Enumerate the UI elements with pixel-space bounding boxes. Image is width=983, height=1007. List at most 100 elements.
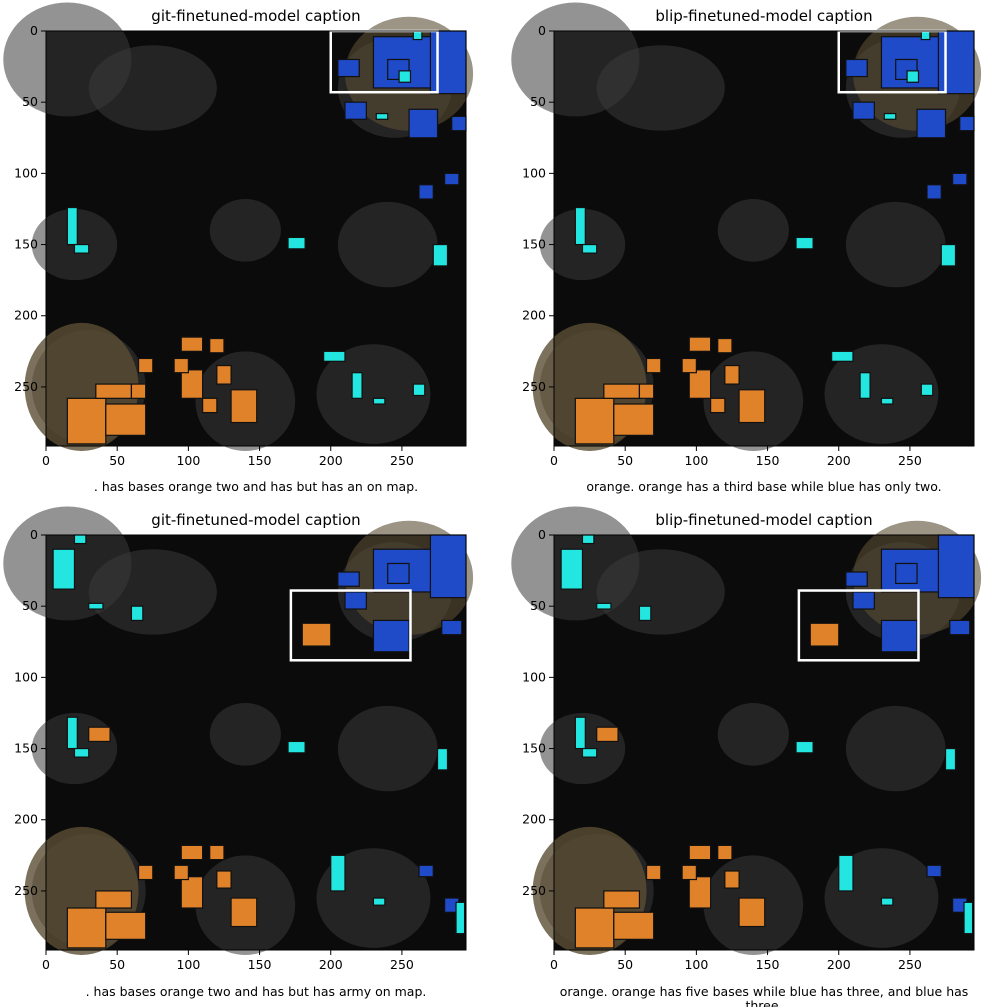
blue-unit	[344, 591, 367, 610]
cyan-unit	[130, 605, 144, 622]
orange-unit	[645, 864, 662, 881]
axes-frame	[45, 30, 467, 447]
cyan-unit	[906, 70, 920, 83]
orange-unit	[613, 911, 655, 940]
orange-unit	[209, 337, 225, 354]
cyan-unit	[398, 70, 412, 83]
orange-unit	[180, 876, 204, 909]
blue-unit	[959, 115, 975, 132]
orange-unit	[95, 383, 133, 399]
cyan-unit	[920, 383, 934, 397]
blue-unit	[852, 101, 875, 120]
cyan-unit	[880, 897, 894, 906]
terrain-blob	[596, 549, 725, 635]
blue-unit	[926, 864, 942, 878]
orange-unit	[710, 397, 726, 414]
map-panel-1: 0 50 100 150 200 250 0 50 100 150 200 250	[511, 2, 982, 468]
x-tick-label: 0	[550, 957, 558, 972]
orange-unit	[216, 870, 232, 889]
x-tick-label: 150	[756, 453, 780, 468]
blue-unit	[895, 562, 918, 585]
panel-title: blip-finetuned-model caption	[655, 7, 873, 25]
x-tick-label: 200	[827, 453, 851, 468]
terrain-blob	[209, 703, 281, 766]
y-tick-label: 100	[522, 165, 546, 180]
cyan-unit	[859, 372, 871, 399]
highlight-box	[797, 589, 920, 662]
map-panel-3: 0 50 100 150 200 250 0 50 100 150 200 250	[511, 506, 982, 972]
y-tick-label: 0	[30, 23, 38, 38]
blue-unit	[852, 591, 875, 610]
blue-unit	[937, 30, 975, 95]
y-tick-label: 0	[30, 527, 38, 542]
x-tick-label: 50	[617, 957, 633, 972]
cyan-unit	[372, 897, 386, 906]
blue-unit	[418, 864, 434, 878]
blue-unit	[444, 172, 460, 186]
cyan-unit	[880, 397, 894, 405]
cyan-unit	[581, 534, 595, 545]
y-tick-label: 50	[530, 598, 546, 613]
terrain-blob	[845, 201, 946, 288]
y-tick-label: 200	[522, 308, 546, 323]
cyan-unit	[883, 112, 897, 120]
orange-unit	[688, 336, 712, 352]
orange-unit	[137, 864, 154, 881]
orange-unit	[105, 403, 147, 436]
cyan-unit	[795, 236, 814, 250]
blue-unit	[952, 172, 968, 186]
orange-unit	[180, 844, 204, 861]
highlight-box	[289, 589, 412, 662]
x-tick-label: 100	[684, 957, 708, 972]
blue-unit	[845, 58, 868, 78]
panel-title: git-finetuned-model caption	[151, 7, 361, 25]
orange-unit	[137, 357, 154, 374]
cyan-unit	[73, 534, 87, 545]
orange-unit	[105, 911, 147, 940]
blue-unit	[387, 562, 410, 585]
orange-unit	[301, 622, 332, 647]
cyan-unit	[795, 740, 814, 754]
orange-unit	[66, 907, 107, 949]
y-tick-label: 100	[522, 669, 546, 684]
cyan-unit	[330, 854, 346, 892]
blue-unit	[429, 534, 467, 599]
cyan-unit	[581, 243, 598, 254]
cyan-unit	[574, 716, 586, 750]
y-tick-label: 200	[14, 308, 38, 323]
cyan-unit	[455, 901, 466, 935]
x-tick-label: 150	[756, 957, 780, 972]
orange-unit	[596, 726, 619, 743]
x-tick-label: 0	[42, 453, 50, 468]
orange-unit	[209, 844, 225, 861]
orange-unit	[717, 337, 733, 354]
y-tick-label: 50	[22, 94, 38, 109]
x-tick-label: 250	[390, 957, 414, 972]
orange-unit	[688, 876, 712, 909]
terrain-blob	[88, 45, 217, 131]
axes-frame	[45, 534, 467, 951]
cyan-unit	[323, 350, 346, 362]
cyan-unit	[944, 747, 957, 771]
orange-unit	[688, 844, 712, 861]
blue-unit	[337, 571, 360, 587]
axes-frame	[553, 30, 975, 447]
orange-unit	[809, 622, 840, 647]
x-tick-label: 150	[248, 957, 272, 972]
y-tick-label: 0	[538, 23, 546, 38]
blue-unit	[916, 108, 947, 139]
blue-unit	[926, 184, 942, 200]
orange-unit	[724, 364, 740, 385]
cyan-unit	[940, 243, 957, 267]
orange-unit	[95, 890, 133, 909]
terrain-blob	[209, 199, 281, 262]
x-tick-label: 50	[109, 957, 125, 972]
orange-unit	[173, 357, 189, 374]
blue-unit	[949, 619, 971, 636]
panel-caption: . has bases orange two and has but has a…	[85, 984, 427, 999]
orange-unit	[230, 897, 258, 928]
x-tick-label: 250	[898, 453, 922, 468]
y-tick-label: 50	[530, 94, 546, 109]
blue-unit	[880, 619, 918, 653]
cyan-unit	[581, 747, 598, 758]
